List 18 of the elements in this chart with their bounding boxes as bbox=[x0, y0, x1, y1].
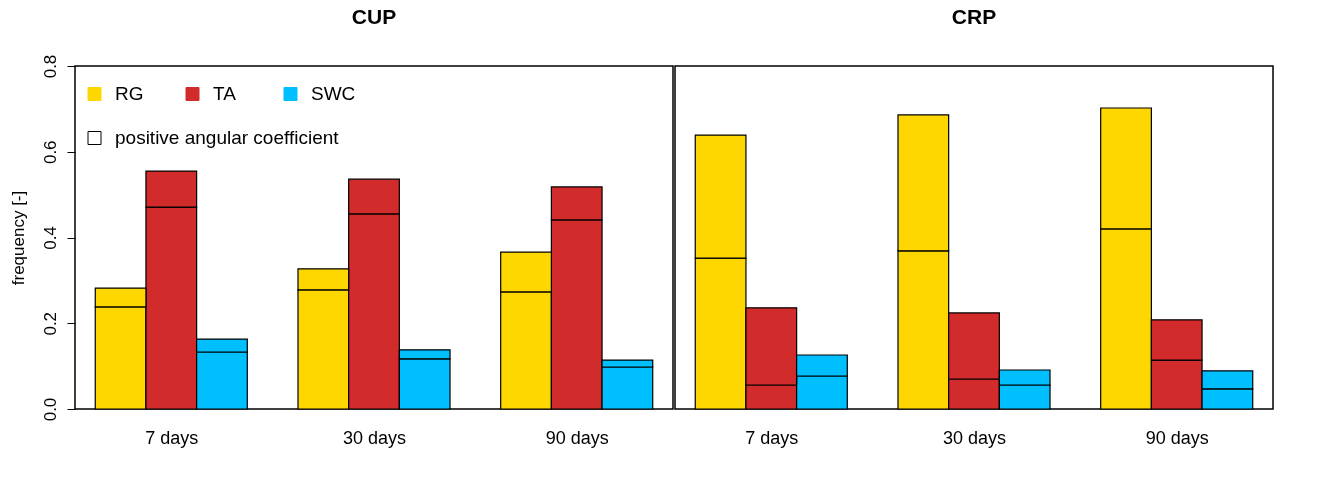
x-tick-label: 7 days bbox=[145, 427, 199, 448]
legend-label: positive angular coefficient bbox=[115, 127, 340, 148]
legend-label: RG bbox=[115, 83, 144, 104]
legend-label: SWC bbox=[311, 83, 356, 104]
y-tick-label: 0.6 bbox=[40, 140, 60, 165]
y-tick-label: 0.2 bbox=[40, 311, 60, 336]
chart-title: CRP bbox=[951, 5, 997, 28]
x-tick-label: 30 days bbox=[342, 427, 407, 448]
x-tick-label: 90 days bbox=[1145, 427, 1209, 448]
x-tick-label: 7 days bbox=[745, 427, 799, 448]
legend-label: TA bbox=[213, 83, 237, 104]
y-tick-label: 0.0 bbox=[40, 397, 60, 422]
x-tick-label: 30 days bbox=[942, 427, 1007, 448]
chart-title: CUP bbox=[351, 5, 397, 29]
y-tick-label: 0.4 bbox=[40, 226, 60, 250]
y-axis-title: frequency [-] bbox=[8, 190, 28, 286]
y-tick-label: 0.8 bbox=[40, 54, 60, 79]
x-tick-label: 90 days bbox=[545, 427, 609, 448]
